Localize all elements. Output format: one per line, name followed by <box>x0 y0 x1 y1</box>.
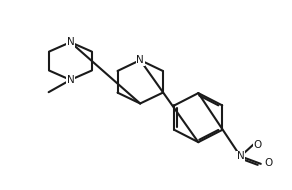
Text: O: O <box>264 158 272 168</box>
Text: N: N <box>67 37 74 47</box>
Text: N: N <box>237 151 244 161</box>
Text: O: O <box>254 140 262 150</box>
Text: N: N <box>136 55 144 65</box>
Text: N: N <box>67 75 74 85</box>
